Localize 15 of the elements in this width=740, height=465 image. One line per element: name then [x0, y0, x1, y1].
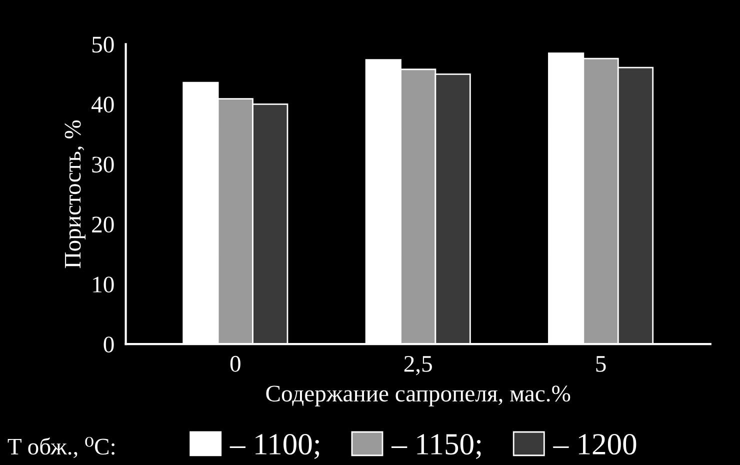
y-tick-label: 20	[92, 216, 114, 233]
y-axis-title: Пористость, %	[64, 120, 86, 268]
y-tick-label: 10	[93, 276, 114, 293]
y-tick-label: 40	[92, 96, 114, 113]
x-tick-label: 2,5	[404, 356, 432, 376]
legend-label: – 1200	[553, 434, 636, 455]
x-axis-title: Содержание сапропеля, мас.%	[266, 386, 570, 406]
x-tick-label: 0	[230, 356, 240, 372]
legend-label: – 1100;	[230, 434, 320, 459]
legend-label: – 1150;	[391, 434, 481, 459]
y-tick-label: 0	[104, 336, 114, 353]
y-tick-label: 50	[92, 36, 114, 53]
x-tick-label: 5	[596, 356, 606, 372]
legend-title: T обж., ⁰C:	[8, 436, 114, 458]
y-tick-label: 30	[92, 156, 114, 173]
